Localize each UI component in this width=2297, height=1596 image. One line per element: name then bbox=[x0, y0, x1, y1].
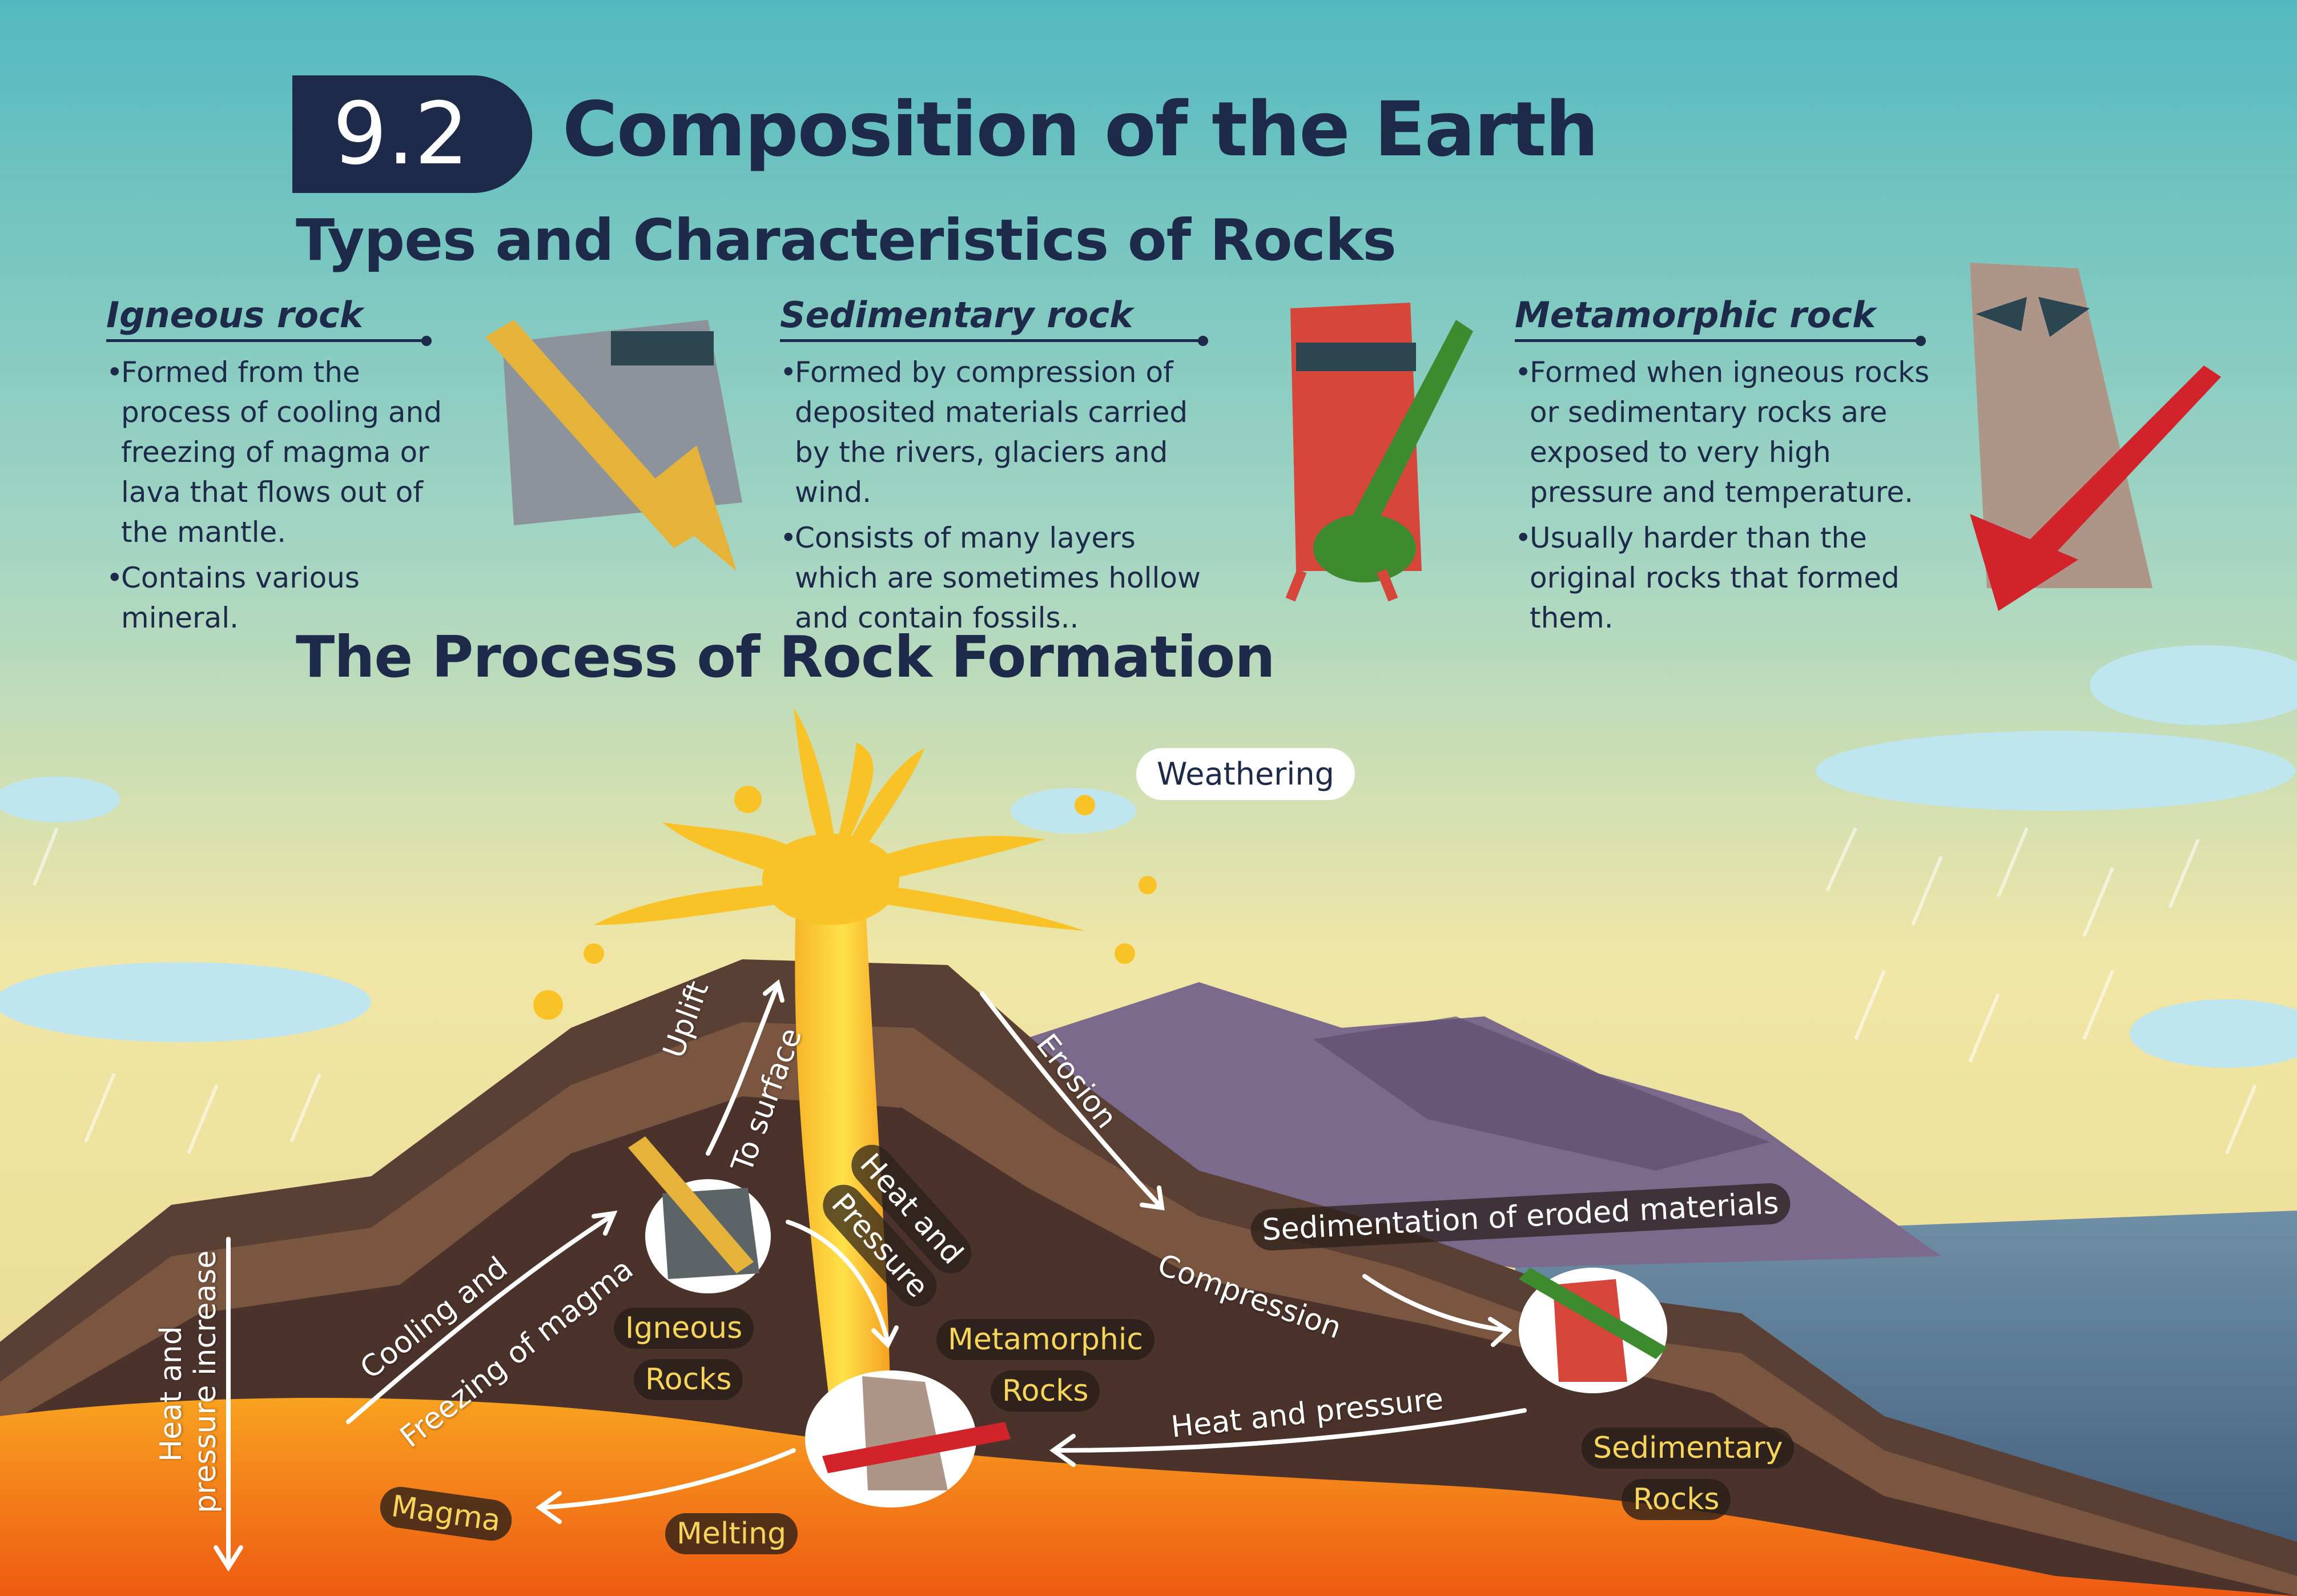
rock-type-point: Consists of many layers which are someti… bbox=[780, 518, 1214, 638]
label-heat-increase-2: pressure increase bbox=[188, 1250, 223, 1513]
label-sedimentary: Sedimentary bbox=[1582, 1428, 1795, 1469]
label-igneous: Igneous bbox=[614, 1308, 754, 1349]
igneous-character-top bbox=[485, 320, 742, 571]
label-sedimentary-rocks: Rocks bbox=[1622, 1479, 1731, 1520]
arrow-melting bbox=[540, 1448, 796, 1510]
label-weathering: Weathering bbox=[1136, 748, 1355, 800]
label-heat-increase-1: Heat and bbox=[154, 1326, 188, 1462]
arrow-cooling bbox=[346, 1214, 613, 1424]
rock-type-sedimentary: Sedimentary rock Formed by compression o… bbox=[780, 294, 1214, 644]
rock-type-heading: Sedimentary rock bbox=[780, 294, 1208, 346]
rock-type-point: Formed by compression of deposited mater… bbox=[780, 352, 1214, 512]
process-title: The Process of Rock Formation bbox=[296, 624, 1276, 690]
lava-eruption bbox=[533, 708, 1157, 1020]
sedimentary-character-top bbox=[1285, 303, 1473, 602]
arrow-sedimentation bbox=[1362, 1274, 1510, 1333]
arrow-uplift bbox=[706, 986, 779, 1156]
section-number: 9.2 bbox=[332, 85, 469, 184]
lava-pool bbox=[0, 1397, 2297, 1596]
lava-stem bbox=[795, 891, 891, 1439]
rock-type-points: Formed from the process of cooling and f… bbox=[106, 352, 472, 638]
rock-type-point: Contains various mineral. bbox=[106, 558, 472, 638]
label-metamorphic: Metamorphic bbox=[936, 1319, 1154, 1360]
label-metamorphic-rocks: Rocks bbox=[991, 1370, 1100, 1412]
rock-type-point: Usually harder than the original rocks t… bbox=[1515, 518, 1960, 638]
arrow-heat-pressure-2 bbox=[1054, 1408, 1527, 1453]
rock-type-heading: Metamorphic rock bbox=[1515, 294, 1926, 346]
rock-type-points: Formed by compression of deposited mater… bbox=[780, 352, 1214, 638]
metamorphic-character-top bbox=[1970, 263, 2221, 611]
rock-type-igneous: Igneous rock Formed from the process of … bbox=[106, 294, 472, 644]
sedimentary-character-diagram bbox=[1519, 1268, 1667, 1393]
arrow-heat-pressure-1 bbox=[786, 1220, 890, 1344]
igneous-character-diagram bbox=[628, 1136, 771, 1293]
rock-type-point: Formed from the process of cooling and f… bbox=[106, 352, 472, 552]
metamorphic-character-diagram bbox=[805, 1370, 1011, 1507]
section-title: Types and Characteristics of Rocks bbox=[296, 207, 1397, 274]
page-title: Composition of the Earth bbox=[562, 86, 1599, 174]
rock-type-points: Formed when igneous rocks or sedimentary… bbox=[1515, 352, 1960, 638]
rock-type-point: Formed when igneous rocks or sedimentary… bbox=[1515, 352, 1960, 512]
arrow-erosion bbox=[980, 991, 1161, 1207]
section-number-badge: 9.2 bbox=[292, 75, 532, 193]
process-arrows bbox=[214, 979, 1527, 1572]
rain bbox=[33, 827, 2257, 1155]
label-igneous-rocks: Rocks bbox=[634, 1359, 743, 1400]
rock-type-metamorphic: Metamorphic rock Formed when igneous roc… bbox=[1515, 294, 1960, 644]
rock-type-heading: Igneous rock bbox=[106, 294, 432, 346]
label-melting: Melting bbox=[665, 1513, 798, 1554]
clouds bbox=[0, 645, 2297, 1068]
